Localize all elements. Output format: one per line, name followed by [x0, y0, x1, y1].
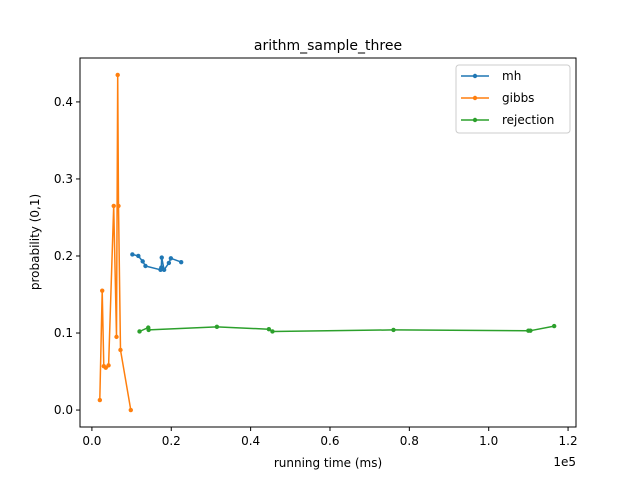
data-point — [114, 334, 119, 340]
legend-label-mh: mh — [502, 69, 521, 83]
data-point — [146, 327, 151, 333]
series-line-gibbs — [99, 74, 132, 411]
data-point — [97, 397, 103, 403]
series-rejection — [137, 323, 557, 334]
data-point — [106, 363, 111, 368]
series-line-rejection — [139, 325, 555, 333]
x-tick-label: 0.6 — [320, 434, 339, 448]
legend-marker-rejection — [472, 117, 478, 123]
data-point — [130, 252, 135, 257]
x-tick-label: 0.4 — [241, 434, 260, 448]
x-tick-label: 0.2 — [162, 434, 181, 448]
y-tick-label: 0.0 — [54, 403, 73, 417]
y-axis: 0.0 0.1 0.2 0.3 0.4 — [54, 95, 80, 417]
data-point — [168, 256, 174, 261]
plot-area — [97, 72, 557, 413]
legend-label-rejection: rejection — [502, 113, 554, 127]
data-point — [159, 255, 164, 260]
data-point — [116, 203, 121, 209]
legend: mh gibbs rejection — [455, 64, 571, 134]
x-axis: 0.0 0.2 0.4 0.6 0.8 1.0 1.2 — [82, 427, 578, 448]
x-tick-label: 1.0 — [479, 434, 498, 448]
series-gibbs — [97, 72, 133, 413]
x-tick-label: 0.8 — [400, 434, 419, 448]
data-point — [115, 72, 120, 78]
legend-label-gibbs: gibbs — [502, 91, 534, 105]
data-point — [214, 324, 220, 330]
x-tick-label: 0.0 — [82, 434, 101, 448]
legend-marker-gibbs — [472, 95, 478, 101]
data-point — [136, 253, 141, 259]
data-point — [143, 263, 148, 269]
y-tick-label: 0.4 — [54, 95, 73, 109]
legend-marker-mh — [472, 73, 478, 79]
plot-frame — [79, 57, 577, 428]
data-point — [178, 259, 184, 265]
data-point — [551, 323, 557, 329]
data-point — [266, 326, 272, 332]
data-point — [137, 329, 142, 334]
data-point — [270, 329, 275, 334]
y-tick-label: 0.3 — [54, 172, 73, 186]
chart-title: arithm_sample_three — [254, 38, 402, 54]
data-point — [140, 259, 145, 264]
data-point — [166, 260, 172, 266]
series-mh — [130, 252, 184, 273]
data-point — [528, 328, 533, 333]
x-axis-title: running time (ms) — [274, 456, 382, 470]
data-point — [100, 288, 105, 293]
data-point — [118, 347, 123, 353]
legend-frame — [455, 64, 571, 134]
data-point — [128, 407, 133, 413]
x-tick-label: 1.2 — [559, 434, 578, 448]
data-point — [161, 267, 167, 273]
data-point — [391, 327, 396, 333]
y-axis-title: probability (0,1) — [28, 194, 42, 290]
y-tick-label: 0.2 — [54, 249, 73, 263]
y-tick-label: 0.1 — [54, 326, 73, 340]
x-axis-offset-label: 1e5 — [553, 455, 576, 469]
data-point — [111, 203, 116, 209]
